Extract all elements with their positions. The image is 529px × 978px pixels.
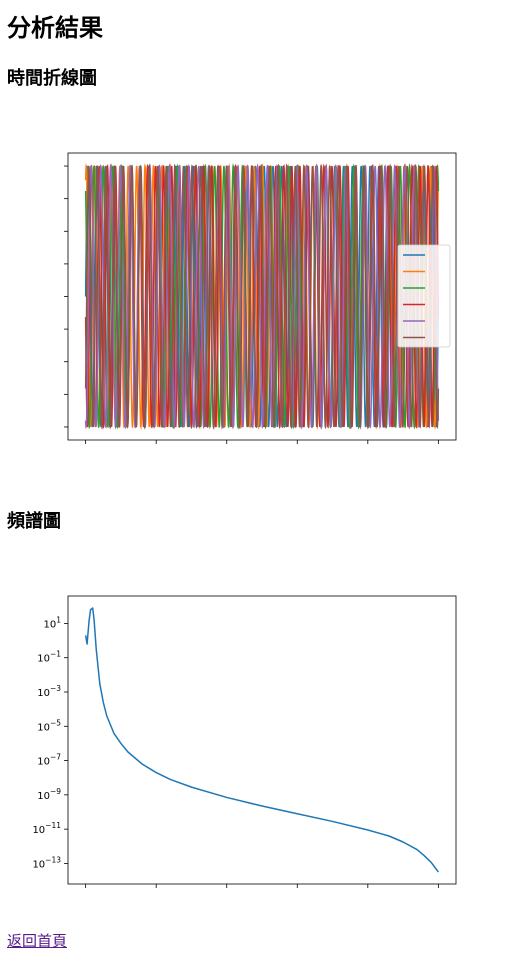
- y-tick-label: 10−11: [32, 821, 61, 836]
- y-tick-label: 10−9: [37, 787, 61, 802]
- time-series-chart: [64, 152, 457, 444]
- psd-line: [84, 607, 439, 873]
- axes-frame: [67, 595, 457, 885]
- section-heading-time-series: 時間折線圖: [7, 68, 97, 89]
- y-tick-label: 10−13: [32, 855, 61, 870]
- y-tick-label: 10−3: [37, 684, 61, 699]
- plot-area: [84, 607, 439, 873]
- y-tick-label: 10−1: [37, 650, 61, 665]
- plot-area: [84, 163, 440, 430]
- legend: [397, 244, 451, 348]
- y-tick-label: 10−7: [37, 753, 61, 768]
- legend-box: [397, 244, 451, 348]
- back-home-link[interactable]: 返回首頁: [7, 932, 68, 950]
- spectrum-chart: 101 10−1 10−3 10−5 10−7 10−9 10−11 10−13: [32, 595, 457, 888]
- series-line-gz: [84, 163, 440, 430]
- y-tick-label: 101: [43, 615, 61, 630]
- y-tick-label: 10−5: [37, 718, 61, 733]
- page-title: 分析結果: [7, 14, 103, 42]
- section-heading-spectrum: 頻譜圖: [7, 511, 61, 532]
